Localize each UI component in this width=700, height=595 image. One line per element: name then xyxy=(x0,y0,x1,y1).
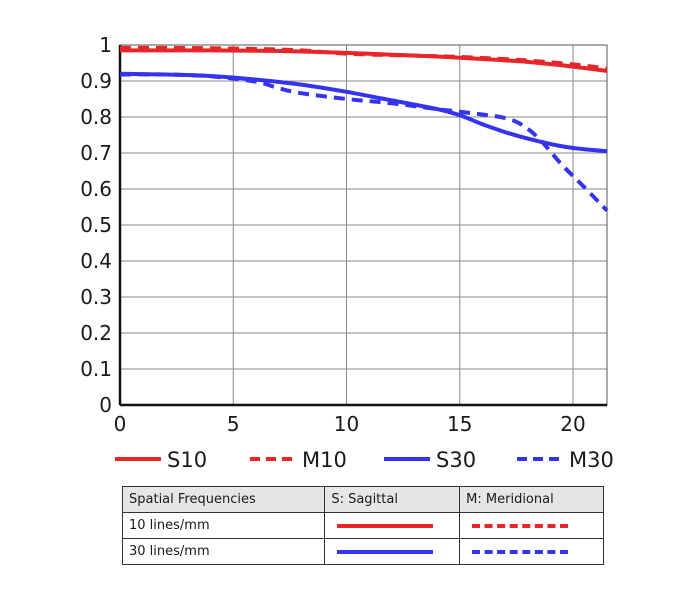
y-tick-label: 0.5 xyxy=(80,213,112,237)
legend-label-s30: S30 xyxy=(436,448,476,472)
dashed-blue-line-sample xyxy=(472,549,569,554)
x-tick-label: 15 xyxy=(447,412,472,436)
grid xyxy=(120,45,607,405)
x-tick-label: 0 xyxy=(114,412,127,436)
table-row: 30 lines/mm xyxy=(121,538,604,565)
plot-frame xyxy=(118,44,608,407)
reference-table: Spatial Frequencies S: Sagittal M: Merid… xyxy=(121,486,604,565)
solid-red-line-sample xyxy=(337,523,434,528)
y-tick-label: 0.1 xyxy=(80,357,112,381)
solid-blue-line-sample xyxy=(337,549,434,554)
sample-s10 xyxy=(324,512,461,539)
legend: S10 M10 S30 M30 xyxy=(115,448,614,472)
y-tick-label: 0 xyxy=(99,393,112,417)
sample-m30 xyxy=(459,538,604,565)
x-tick-label: 10 xyxy=(334,412,359,436)
y-axis-ticks: 0 0.1 0.2 0.3 0.4 0.5 0.6 0.7 0.8 0.9 1 xyxy=(80,33,112,417)
series-line-s10 xyxy=(119,48,608,73)
y-tick-label: 1 xyxy=(99,33,112,57)
series-lines xyxy=(119,45,609,212)
sample-s30 xyxy=(324,538,461,565)
y-tick-label: 0.2 xyxy=(80,321,112,345)
legend-label-s10: S10 xyxy=(167,448,207,472)
y-tick-label: 0.9 xyxy=(80,69,112,93)
mtf-chart: 0 0.1 0.2 0.3 0.4 0.5 0.6 0.7 0.8 0.9 1 0 5 10 15 20 S… xyxy=(80,33,614,472)
sample-m10 xyxy=(459,512,604,539)
row-label-30: 30 lines/mm xyxy=(121,538,326,565)
table-header-row: Spatial Frequencies S: Sagittal M: Merid… xyxy=(121,486,604,513)
y-tick-label: 0.6 xyxy=(80,177,112,201)
y-tick-label: 0.4 xyxy=(80,249,112,273)
legend-label-m30: M30 xyxy=(569,448,614,472)
y-tick-label: 0.8 xyxy=(80,105,112,129)
x-tick-label: 20 xyxy=(560,412,585,436)
dashed-red-line-sample xyxy=(472,523,569,528)
row-label-10: 10 lines/mm xyxy=(121,512,326,539)
header-spatial-frequencies: Spatial Frequencies xyxy=(121,486,326,513)
table-row: 10 lines/mm xyxy=(121,512,604,539)
legend-label-m10: M10 xyxy=(302,448,347,472)
y-tick-label: 0.7 xyxy=(80,141,112,165)
y-tick-label: 0.3 xyxy=(80,285,112,309)
x-tick-label: 5 xyxy=(227,412,240,436)
header-meridional: M: Meridional xyxy=(459,486,604,513)
header-sagittal: S: Sagittal xyxy=(324,486,461,513)
x-axis-ticks: 0 5 10 15 20 xyxy=(114,412,586,436)
series-line-m30 xyxy=(119,72,609,212)
